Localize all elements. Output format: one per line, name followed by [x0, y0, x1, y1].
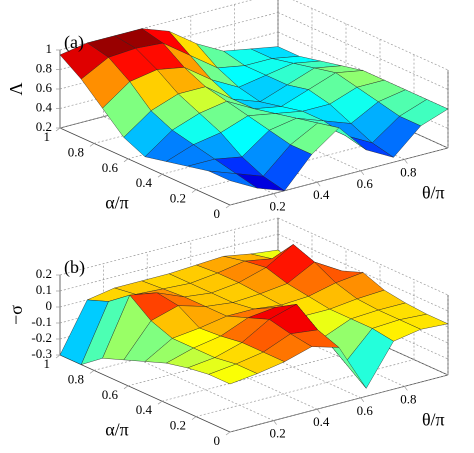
axis-line	[59, 127, 231, 206]
y-axis-label: α/π	[105, 193, 129, 213]
axis-line	[59, 354, 231, 433]
y-tick-label: 0	[214, 206, 221, 221]
z-tick-label: 0.4	[36, 99, 53, 114]
tick-mark	[404, 386, 408, 391]
z-tick-label: 0.1	[36, 282, 52, 297]
surface-patch	[208, 170, 258, 189]
tick-mark	[360, 170, 365, 176]
y-axis-label: α/π	[105, 420, 129, 440]
tick-mark	[191, 416, 197, 420]
z-tick-label: 0.8	[36, 60, 52, 75]
y-tick-label: 0.4	[136, 402, 153, 417]
x-tick-label: 0.6	[357, 403, 374, 418]
z-tick-label: 0.2	[36, 119, 52, 134]
x-tick-label: 0.8	[400, 164, 416, 179]
grid-line	[277, 12, 449, 90]
grid-line	[234, 309, 405, 387]
tick-mark	[157, 400, 163, 405]
grid-line	[195, 359, 415, 417]
tick-mark	[89, 143, 95, 147]
tick-mark	[273, 193, 277, 198]
tick-mark	[225, 204, 231, 209]
tick-mark	[273, 420, 277, 425]
y-tick-label: 0.2	[170, 418, 186, 433]
grid-line	[229, 374, 449, 433]
x-axis-label: θ/π	[422, 410, 445, 430]
grid-line	[59, 217, 279, 276]
grid-line	[229, 147, 449, 206]
tick-mark	[55, 127, 61, 132]
grid-line	[161, 343, 381, 402]
x-tick-label: 0.8	[400, 391, 416, 406]
tick-mark	[404, 159, 408, 164]
y-tick-label: 1	[44, 356, 51, 371]
x-tick-label: 0.4	[313, 187, 330, 202]
tick-mark	[316, 408, 321, 414]
tick-mark	[191, 189, 197, 193]
tick-mark	[316, 181, 321, 187]
y-tick-label: 1	[44, 129, 51, 144]
panel-label: (b)	[64, 257, 85, 278]
x-tick-label: 0.4	[313, 414, 330, 429]
tick-mark	[123, 385, 129, 390]
x-tick-label: 0.2	[269, 199, 285, 214]
tick-mark	[123, 158, 129, 163]
z-axis-label: Λ	[6, 82, 26, 95]
panel-label: (a)	[64, 32, 84, 53]
y-tick-label: 0	[214, 433, 221, 448]
x-tick-label: 0.2	[269, 426, 285, 441]
z-tick-label: 0.6	[36, 80, 53, 95]
y-tick-label: 0.6	[102, 160, 119, 175]
tick-mark	[225, 431, 231, 436]
y-tick-label: 0.4	[136, 175, 153, 190]
y-tick-label: 0.6	[102, 387, 119, 402]
grid-line	[292, 0, 449, 71]
z-axis-label: −σ	[6, 305, 26, 325]
x-tick-label: 0.6	[357, 176, 374, 191]
tick-mark	[360, 397, 365, 403]
tick-mark	[55, 354, 61, 359]
x-axis-label: θ/π	[422, 183, 445, 203]
grid-line	[103, 343, 274, 421]
surface-patch	[208, 363, 258, 385]
y-tick-label: 0.2	[170, 191, 186, 206]
z-tick-label: 0.2	[36, 266, 52, 281]
z-tick-label: -0.2	[31, 330, 52, 345]
y-tick-label: 0.8	[68, 371, 84, 386]
grid-line	[277, 217, 449, 296]
tick-mark	[89, 370, 95, 374]
z-tick-label: 0	[46, 298, 53, 313]
z-tick-label: -0.1	[31, 314, 52, 329]
grid-line	[59, 233, 279, 292]
z-tick-label: 1	[46, 41, 53, 56]
y-tick-label: 0.8	[68, 144, 84, 159]
z-tick-label: -0.3	[31, 346, 52, 361]
tick-mark	[157, 173, 163, 178]
